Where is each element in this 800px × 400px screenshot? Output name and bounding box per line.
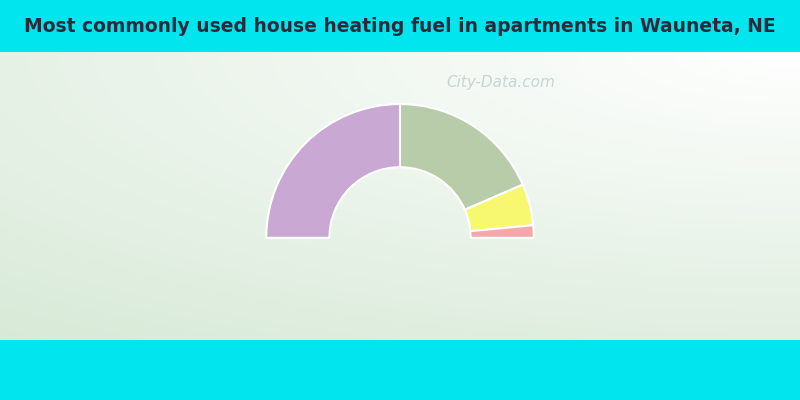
Text: Most commonly used house heating fuel in apartments in Wauneta, NE: Most commonly used house heating fuel in… xyxy=(24,16,776,36)
Wedge shape xyxy=(470,225,534,238)
Wedge shape xyxy=(266,104,400,238)
Legend: Bottled, tank, or LP gas, Electricity, Other fuel, Other: Bottled, tank, or LP gas, Electricity, O… xyxy=(176,396,624,400)
Wedge shape xyxy=(465,185,533,231)
Wedge shape xyxy=(400,104,522,210)
Text: City-Data.com: City-Data.com xyxy=(446,75,555,90)
